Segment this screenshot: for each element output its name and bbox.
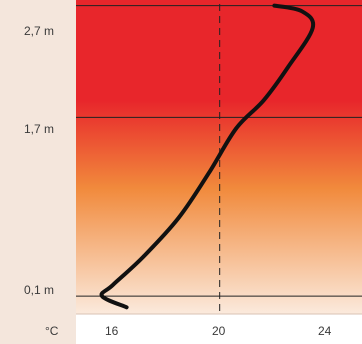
x-tick-label-24: 24 — [318, 324, 332, 338]
temperature-profile-line — [99, 3, 316, 310]
axis-label-strip — [0, 0, 76, 344]
y-tick-label-2-7m: 2,7 m — [24, 24, 54, 38]
x-tick-label-20: 20 — [212, 324, 226, 338]
y-tick-labels: 2,7 m 1,7 m 0,1 m — [24, 24, 54, 297]
x-tick-label-16: 16 — [105, 324, 119, 338]
x-axis-strip — [76, 314, 362, 344]
reference-lines — [76, 4, 362, 315]
y-tick-label-0-1m: 0,1 m — [24, 283, 54, 297]
x-unit-label: °C — [45, 324, 59, 338]
series-layer — [99, 3, 316, 310]
y-tick-label-1-7m: 1,7 m — [24, 122, 54, 136]
x-tick-labels: °C 16 20 24 — [45, 324, 332, 338]
